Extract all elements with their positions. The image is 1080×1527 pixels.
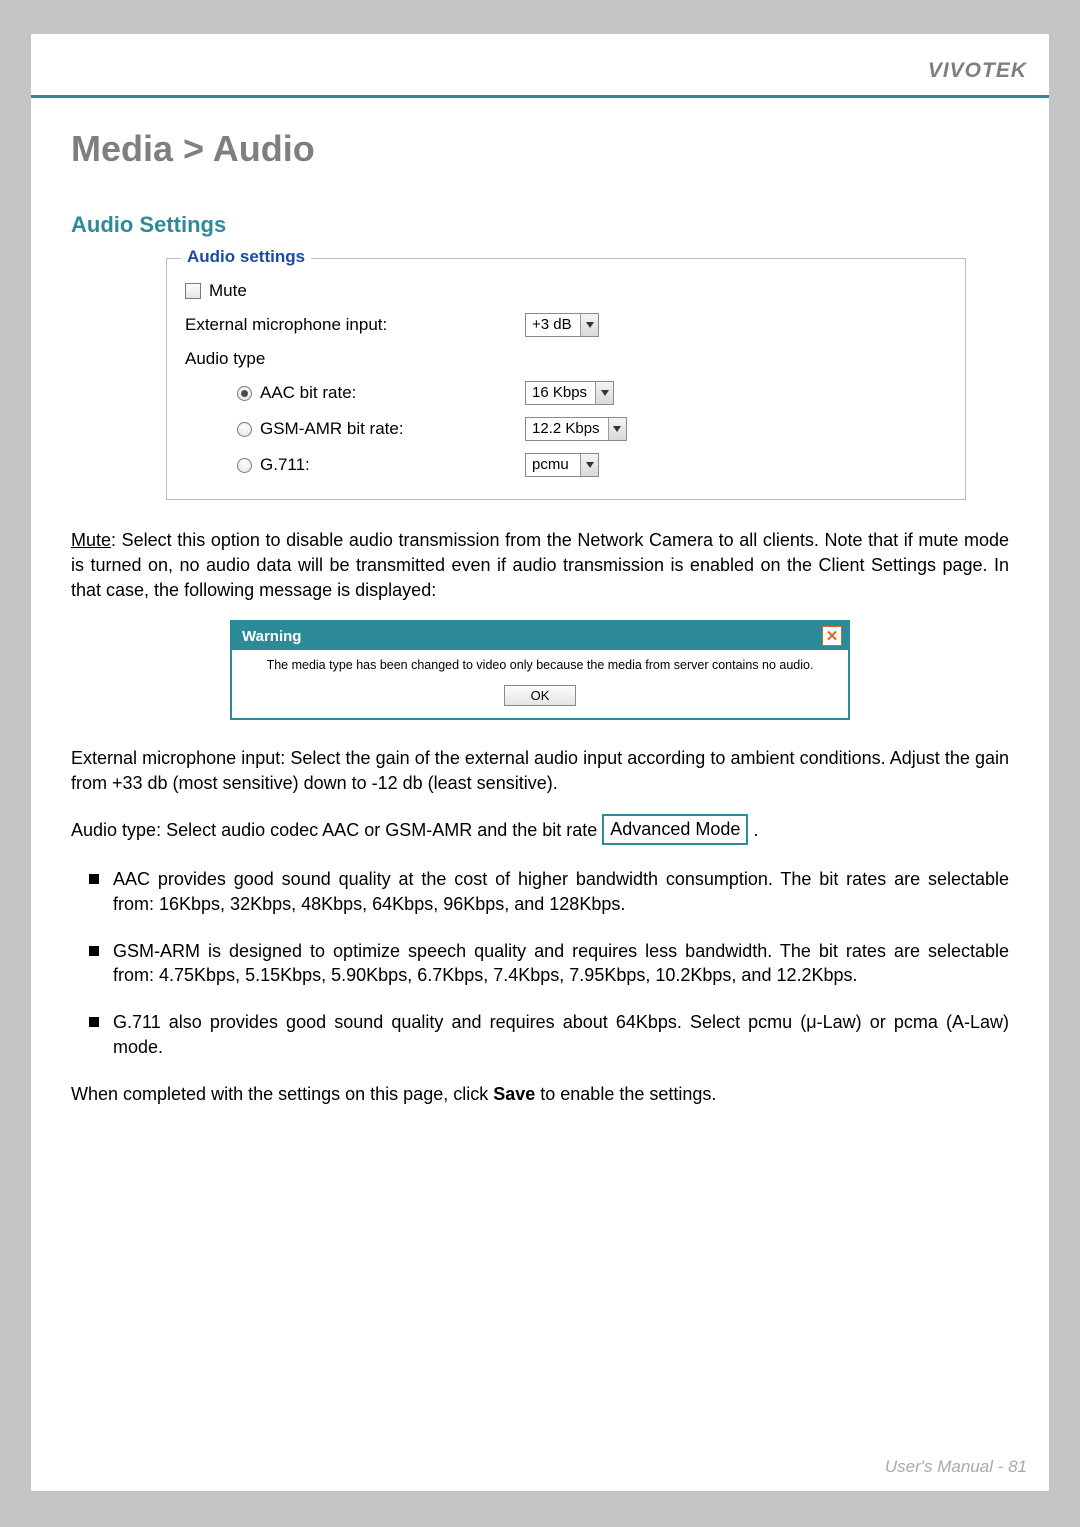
brand-logo: VIVOTEK — [928, 59, 1027, 83]
bullet-item: AAC provides good sound quality at the c… — [89, 867, 1009, 917]
warning-title: Warning — [242, 628, 301, 645]
ext-mic-paragraph: External microphone input: Select the ga… — [71, 746, 1009, 796]
content: Media > Audio Audio Settings Audio setti… — [31, 98, 1049, 1107]
ext-mic-row: External microphone input: +3 dB — [185, 313, 947, 337]
breadcrumb: Media > Audio — [71, 128, 1009, 170]
chevron-down-icon — [580, 314, 598, 336]
g711-value: pcmu — [526, 454, 580, 476]
audio-type-mid: : Select audio codec AAC or GSM-AMR and … — [156, 820, 602, 840]
aac-value: 16 Kbps — [526, 382, 595, 404]
audio-type-tail: . — [748, 820, 758, 840]
g711-row: G.711: pcmu — [185, 453, 947, 477]
mute-checkbox[interactable] — [185, 283, 201, 299]
chevron-down-icon — [608, 418, 626, 440]
warning-message: The media type has been changed to video… — [232, 650, 848, 676]
ext-mic-label: External microphone input: — [185, 315, 387, 335]
g711-radio[interactable] — [237, 458, 252, 473]
panel-legend: Audio settings — [181, 247, 311, 267]
aac-row: AAC bit rate: 16 Kbps — [185, 381, 947, 405]
gsmamr-row: GSM-AMR bit rate: 12.2 Kbps — [185, 417, 947, 441]
header-band: VIVOTEK — [31, 34, 1049, 98]
ext-mic-select[interactable]: +3 dB — [525, 313, 599, 337]
aac-select[interactable]: 16 Kbps — [525, 381, 614, 405]
save-paragraph: When completed with the settings on this… — [71, 1082, 1009, 1107]
gsmamr-select[interactable]: 12.2 Kbps — [525, 417, 627, 441]
save-para-a: When completed with the settings on this… — [71, 1084, 493, 1104]
mute-label: Mute — [209, 281, 247, 301]
chevron-down-icon — [595, 382, 613, 404]
warning-dialog: Warning ✕ The media type has been change… — [230, 620, 850, 720]
warning-titlebar: Warning ✕ — [232, 622, 848, 650]
audio-type-row: Audio type — [185, 349, 947, 369]
save-para-c: to enable the settings. — [535, 1084, 716, 1104]
gsmamr-radio[interactable] — [237, 422, 252, 437]
gsmamr-value: 12.2 Kbps — [526, 418, 608, 440]
ok-button[interactable]: OK — [504, 685, 577, 706]
aac-label: AAC bit rate: — [260, 383, 356, 403]
ext-mic-value: +3 dB — [526, 314, 580, 336]
g711-label: G.711: — [260, 455, 310, 475]
save-para-b: Save — [493, 1084, 535, 1104]
mute-paragraph-rest: : Select this option to disable audio tr… — [71, 530, 1009, 600]
page: VIVOTEK Media > Audio Audio Settings Aud… — [31, 34, 1049, 1491]
bullet-list: AAC provides good sound quality at the c… — [71, 867, 1009, 1060]
chevron-down-icon — [580, 454, 598, 476]
g711-select[interactable]: pcmu — [525, 453, 599, 477]
section-title: Audio Settings — [71, 212, 1009, 238]
bullet-item: G.711 also provides good sound quality a… — [89, 1010, 1009, 1060]
page-footer: User's Manual - 81 — [885, 1457, 1027, 1477]
mute-underline: Mute — [71, 530, 111, 550]
mute-row: Mute — [185, 281, 947, 301]
ext-mic-underline: External microphone input — [71, 748, 280, 768]
audio-settings-panel: Audio settings Mute External microphone … — [166, 258, 966, 500]
close-icon[interactable]: ✕ — [822, 626, 842, 646]
advanced-mode-badge: Advanced Mode — [602, 814, 748, 845]
aac-radio[interactable] — [237, 386, 252, 401]
bullet-item: GSM-ARM is designed to optimize speech q… — [89, 939, 1009, 989]
audio-type-label: Audio type — [185, 349, 265, 369]
mute-paragraph: Mute: Select this option to disable audi… — [71, 528, 1009, 602]
audio-type-underline: Audio type — [71, 820, 156, 840]
gsmamr-label: GSM-AMR bit rate: — [260, 419, 404, 439]
audio-type-paragraph: Audio type: Select audio codec AAC or GS… — [71, 814, 1009, 845]
